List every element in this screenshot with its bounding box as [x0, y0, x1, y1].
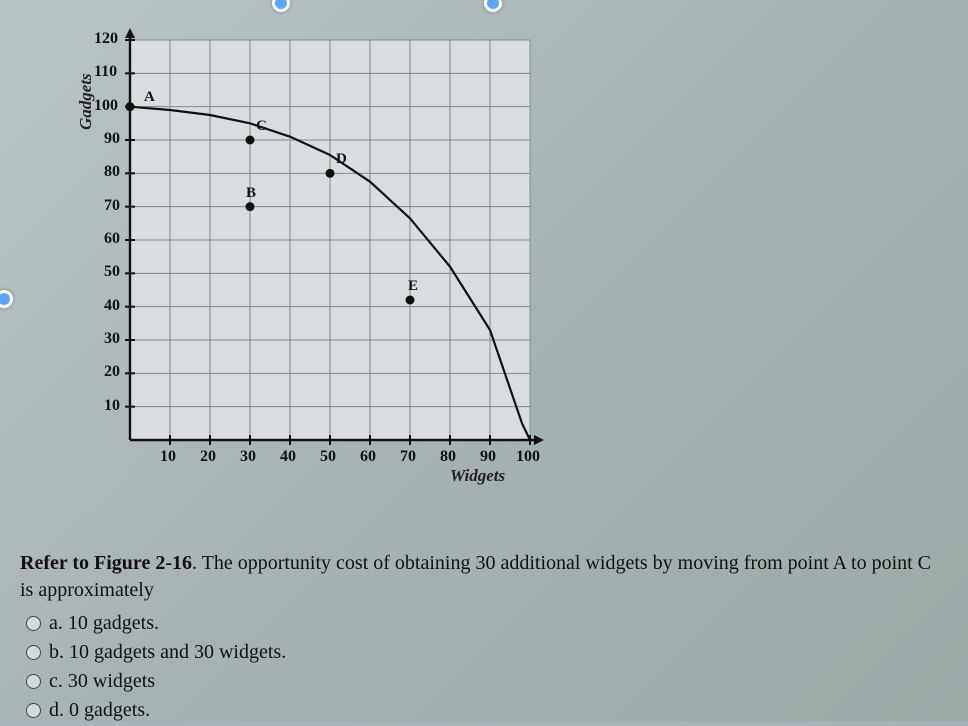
- x-tick-label: 80: [440, 448, 456, 466]
- x-axis-label: Widgets: [450, 466, 505, 486]
- option-a-label: a. 10 gadgets.: [49, 610, 159, 637]
- y-tick-label: 110: [94, 63, 117, 81]
- decor-dot: [272, 0, 290, 12]
- y-tick-label: 10: [104, 397, 120, 415]
- x-tick-label: 90: [480, 448, 496, 466]
- radio-icon: [26, 674, 41, 689]
- y-tick-label: 70: [104, 197, 120, 215]
- radio-icon: [26, 645, 41, 660]
- y-tick-label: 30: [104, 330, 120, 348]
- y-tick-label: 40: [104, 297, 120, 315]
- x-tick-label: 60: [360, 448, 376, 466]
- radio-icon: [26, 703, 41, 718]
- option-a[interactable]: a. 10 gadgets.: [26, 610, 940, 637]
- x-tick-label: 50: [320, 448, 336, 466]
- decor-dot: [484, 0, 502, 12]
- option-c[interactable]: c. 30 widgets: [26, 668, 940, 695]
- x-tick-label: 30: [240, 448, 256, 466]
- y-tick-label: 120: [94, 30, 118, 48]
- y-tick-label: 50: [104, 263, 120, 281]
- point-label-b: B: [246, 185, 256, 202]
- x-tick-label: 10: [160, 448, 176, 466]
- y-tick-label: 100: [94, 97, 118, 115]
- question-stem: Refer to Figure 2-16. The opportunity co…: [20, 550, 940, 604]
- x-tick-label: 40: [280, 448, 296, 466]
- x-tick-label: 20: [200, 448, 216, 466]
- point-label-a: A: [144, 89, 155, 106]
- y-axis-label: Gadgets: [76, 73, 96, 130]
- radio-icon: [26, 616, 41, 631]
- option-b-label: b. 10 gadgets and 30 widgets.: [49, 639, 286, 666]
- decor-dot: [0, 290, 13, 308]
- ppf-chart: Gadgets Widgets 10 20 30 40 50 60 70 80 90 100 10 2…: [70, 20, 590, 500]
- x-tick-label: 70: [400, 448, 416, 466]
- point-label-d: D: [336, 151, 347, 168]
- option-c-label: c. 30 widgets: [49, 668, 155, 695]
- y-tick-label: 90: [104, 130, 120, 148]
- option-d[interactable]: d. 0 gadgets.: [26, 697, 940, 724]
- y-tick-label: 80: [104, 163, 120, 181]
- question-block: Refer to Figure 2-16. The opportunity co…: [20, 550, 940, 726]
- option-b[interactable]: b. 10 gadgets and 30 widgets.: [26, 639, 940, 666]
- point-label-c: C: [256, 118, 267, 135]
- option-d-label: d. 0 gadgets.: [49, 697, 150, 724]
- point-label-e: E: [408, 278, 418, 295]
- y-tick-label: 60: [104, 230, 120, 248]
- x-tick-label: 100: [516, 448, 540, 466]
- y-tick-label: 20: [104, 363, 120, 381]
- figure-ref: Refer to Figure 2-16: [20, 552, 192, 574]
